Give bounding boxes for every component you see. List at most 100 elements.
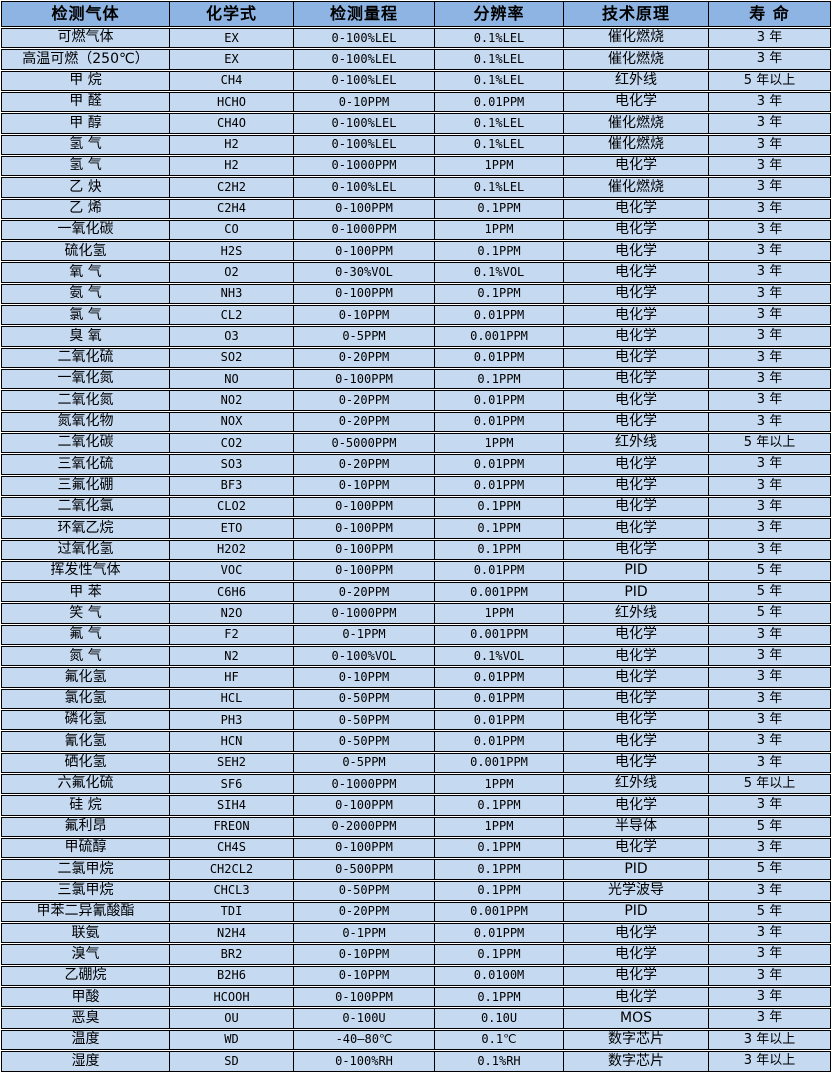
gas-name-cell: 三氧化硫	[1, 454, 169, 475]
lifespan-cell: 3 年	[708, 965, 831, 987]
principle-cell: 电化学	[563, 390, 708, 411]
lifespan-cell: 3 年	[708, 987, 831, 1008]
lifespan-cell: 3 年	[708, 1008, 831, 1029]
resolution-cell: 0.01PPM	[434, 475, 563, 496]
gas-name-cell: 温度	[1, 1029, 169, 1050]
principle-cell: 电化学	[563, 241, 708, 262]
gas-name-cell: 氯 气	[1, 305, 169, 326]
principle-cell: 电化学	[563, 752, 708, 773]
formula-cell: EX	[169, 49, 293, 70]
table-row: 环氧乙烷 ETO 0-100PPM 0.1PPM 电化学 3 年	[1, 518, 831, 539]
range-cell: 0-100PPM	[293, 987, 434, 1008]
gas-name-cell: 氢 气	[1, 134, 169, 155]
gas-name-cell: 笑 气	[1, 603, 169, 624]
range-cell: 0-10PPM	[293, 305, 434, 326]
lifespan-cell: 5 年以上	[708, 773, 831, 795]
gas-name-cell: 二氧化碳	[1, 432, 169, 454]
resolution-cell: 1PPM	[434, 603, 563, 624]
table-row: 挥发性气体 VOC 0-100PPM 0.01PPM PID 5 年	[1, 560, 831, 582]
range-cell: 0-20PPM	[293, 390, 434, 411]
table-row: 氮 气 N2 0-100%VOL 0.1%VOL 电化学 3 年	[1, 646, 831, 667]
principle-cell: 数字芯片	[563, 1029, 708, 1050]
formula-cell: EX	[169, 28, 293, 49]
table-row: 氨 气 NH3 0-100PPM 0.1PPM 电化学 3 年	[1, 283, 831, 305]
range-cell: 0-100%LEL	[293, 134, 434, 155]
gas-name-cell: 联氨	[1, 923, 169, 944]
lifespan-cell: 3 年	[708, 752, 831, 773]
gas-name-cell: 一氧化氮	[1, 369, 169, 390]
principle-cell: 电化学	[563, 305, 708, 326]
range-cell: 0-20PPM	[293, 411, 434, 432]
resolution-cell: 0.1%VOL	[434, 262, 563, 283]
table-row: 氰化氢 HCN 0-50PPM 0.01PPM 电化学 3 年	[1, 731, 831, 752]
resolution-cell: 0.1%LEL	[434, 113, 563, 134]
gas-name-cell: 氢 气	[1, 155, 169, 177]
table-row: 溴气 BR2 0-10PPM 0.1PPM 电化学 3 年	[1, 944, 831, 965]
range-cell: 0-10PPM	[293, 475, 434, 496]
principle-cell: 数字芯片	[563, 1051, 708, 1072]
formula-cell: NH3	[169, 283, 293, 305]
resolution-cell: 0.10U	[434, 1008, 563, 1029]
gas-name-cell: 高温可燃（250℃）	[1, 49, 169, 70]
table-row: 氟利昂 FREON 0-2000PPM 1PPM 半导体 5 年	[1, 816, 831, 837]
formula-cell: TDI	[169, 901, 293, 923]
formula-cell: SIH4	[169, 795, 293, 816]
table-row: 硅 烷 SIH4 0-100PPM 0.1PPM 电化学 3 年	[1, 795, 831, 816]
principle-cell: 催化燃烧	[563, 28, 708, 49]
resolution-cell: 0.1%RH	[434, 1051, 563, 1072]
lifespan-cell: 5 年	[708, 560, 831, 582]
range-cell: 0-5PPM	[293, 326, 434, 347]
formula-cell: CH4	[169, 70, 293, 91]
resolution-cell: 0.01PPM	[434, 411, 563, 432]
resolution-cell: 0.1PPM	[434, 283, 563, 305]
range-cell: 0-5000PPM	[293, 432, 434, 454]
gas-name-cell: 三氟化硼	[1, 475, 169, 496]
resolution-cell: 0.001PPM	[434, 752, 563, 773]
resolution-cell: 0.1PPM	[434, 518, 563, 539]
formula-cell: N2	[169, 646, 293, 667]
resolution-cell: 0.1PPM	[434, 369, 563, 390]
lifespan-cell: 3 年	[708, 347, 831, 368]
lifespan-cell: 3 年	[708, 177, 831, 198]
formula-cell: HCOOH	[169, 987, 293, 1008]
range-cell: 0-50PPM	[293, 880, 434, 901]
gas-name-cell: 氯化氢	[1, 688, 169, 709]
principle-cell: 红外线	[563, 432, 708, 454]
lifespan-cell: 3 年以上	[708, 1051, 831, 1072]
range-cell: 0-30%VOL	[293, 262, 434, 283]
gas-name-cell: 氨 气	[1, 283, 169, 305]
table-row: 乙硼烷 B2H6 0-10PPM 0.0100M 电化学 3 年	[1, 965, 831, 987]
table-row: 硒化氢 SEH2 0-5PPM 0.001PPM 电化学 3 年	[1, 752, 831, 773]
lifespan-cell: 3 年	[708, 454, 831, 475]
principle-cell: 半导体	[563, 816, 708, 837]
lifespan-cell: 5 年	[708, 816, 831, 837]
resolution-cell: 0.01PPM	[434, 688, 563, 709]
formula-cell: C6H6	[169, 582, 293, 603]
range-cell: 0-100%LEL	[293, 113, 434, 134]
principle-cell: 电化学	[563, 837, 708, 859]
table-row: 甲酸 HCOOH 0-100PPM 0.1PPM 电化学 3 年	[1, 987, 831, 1008]
gas-name-cell: 硅 烷	[1, 795, 169, 816]
gas-name-cell: 三氯甲烷	[1, 880, 169, 901]
formula-cell: C2H2	[169, 177, 293, 198]
lifespan-cell: 3 年	[708, 795, 831, 816]
gas-name-cell: 磷化氢	[1, 710, 169, 731]
lifespan-cell: 3 年	[708, 411, 831, 432]
range-cell: 0-100%LEL	[293, 177, 434, 198]
table-row: 乙 炔 C2H2 0-100%LEL 0.1%LEL 催化燃烧 3 年	[1, 177, 831, 198]
principle-cell: 电化学	[563, 262, 708, 283]
principle-cell: 电化学	[563, 624, 708, 646]
gas-name-cell: 氟化氢	[1, 667, 169, 688]
table-row: 甲 醇 CH4O 0-100%LEL 0.1%LEL 催化燃烧 3 年	[1, 113, 831, 134]
formula-cell: SO2	[169, 347, 293, 368]
principle-cell: 电化学	[563, 198, 708, 219]
formula-cell: NO2	[169, 390, 293, 411]
range-cell: -40—80℃	[293, 1029, 434, 1050]
resolution-cell: 0.001PPM	[434, 582, 563, 603]
formula-cell: B2H6	[169, 965, 293, 987]
gas-name-cell: 二氧化氮	[1, 390, 169, 411]
lifespan-cell: 3 年	[708, 155, 831, 177]
formula-cell: PH3	[169, 710, 293, 731]
principle-cell: 电化学	[563, 923, 708, 944]
